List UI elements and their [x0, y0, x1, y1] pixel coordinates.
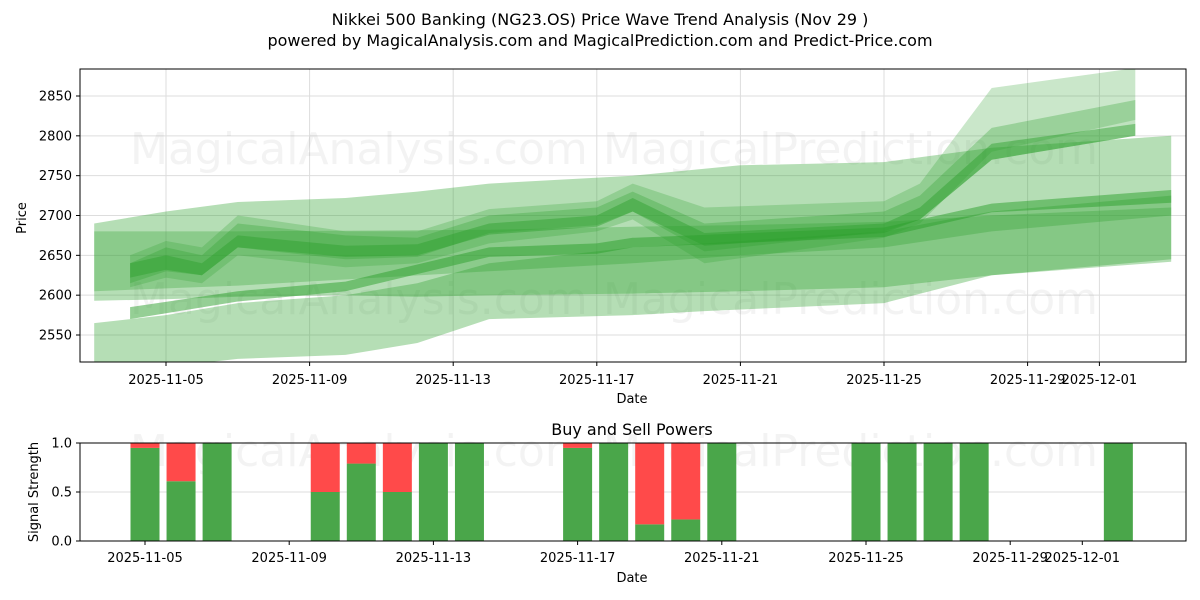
buy-bar — [924, 443, 953, 541]
price-x-axis: 2025-11-05 2025-11-09 2025-11-13 2025-11-17… — [128, 362, 1137, 388]
buy-bar — [599, 443, 628, 541]
signal-chart: Buy and Sell Powers MagicalAnalysis.com … — [27, 420, 1186, 586]
chart-canvas: MagicalAnalysis.com MagicalPrediction.co… — [0, 0, 1200, 600]
y-tick-label: 2700 — [39, 209, 72, 224]
signal-y-label: Signal Strength — [27, 442, 42, 542]
y-tick-label: 2800 — [39, 129, 72, 144]
x-tick-label: 2025-11-17 — [540, 551, 616, 566]
buy-bar — [383, 492, 412, 541]
buy-bar — [563, 448, 592, 541]
buy-bar — [888, 443, 917, 541]
sell-bar — [167, 443, 196, 481]
x-tick-label: 2025-11-13 — [415, 373, 491, 388]
price-x-label: Date — [616, 392, 647, 407]
watermark-text: MagicalAnalysis.com — [130, 124, 588, 175]
buy-bar — [671, 519, 700, 541]
price-y-label: Price — [15, 202, 30, 234]
sell-bar — [383, 443, 412, 492]
buy-bar — [419, 443, 448, 541]
x-tick-label: 2025-11-29 — [972, 551, 1048, 566]
x-tick-label: 2025-11-13 — [396, 551, 472, 566]
buy-bar — [131, 448, 160, 541]
signal-x-label: Date — [616, 571, 647, 586]
sell-bar — [635, 443, 664, 524]
buy-bar — [167, 481, 196, 541]
buy-bar — [203, 443, 232, 541]
buy-bar — [1104, 443, 1133, 541]
x-tick-label: 2025-11-09 — [272, 373, 348, 388]
sell-bar — [131, 443, 160, 448]
price-y-axis: 2550 2600 2650 2700 2750 2800 2850 — [39, 90, 80, 344]
x-tick-label: 2025-11-29 — [990, 373, 1066, 388]
y-tick-label: 1.0 — [51, 437, 72, 452]
y-tick-label: 2550 — [39, 329, 72, 344]
buy-bar — [852, 443, 881, 541]
sell-bar — [671, 443, 700, 519]
y-tick-label: 2600 — [39, 289, 72, 304]
y-tick-label: 0.5 — [51, 486, 72, 501]
y-tick-label: 2750 — [39, 169, 72, 184]
buy-bar — [455, 443, 484, 541]
sell-bar — [347, 443, 376, 464]
x-tick-label: 2025-11-25 — [846, 373, 922, 388]
x-tick-label: 2025-11-21 — [703, 373, 779, 388]
x-tick-label: 2025-11-05 — [128, 373, 204, 388]
buy-bar — [347, 464, 376, 541]
x-tick-label: 2025-11-17 — [559, 373, 635, 388]
buy-bar — [635, 524, 664, 541]
x-tick-label: 2025-12-01 — [1062, 373, 1138, 388]
signal-y-axis: 0.0 0.5 1.0 — [51, 437, 80, 550]
buy-bar — [707, 443, 736, 541]
x-tick-label: 2025-11-05 — [107, 551, 183, 566]
x-tick-label: 2025-12-01 — [1045, 551, 1121, 566]
signal-x-axis: 2025-11-05 2025-11-09 2025-11-13 2025-11-17… — [107, 541, 1120, 566]
y-tick-label: 0.0 — [51, 535, 72, 550]
sell-bar — [563, 443, 592, 448]
price-chart: MagicalAnalysis.com MagicalPrediction.co… — [15, 68, 1186, 407]
x-tick-label: 2025-11-25 — [828, 551, 904, 566]
x-tick-label: 2025-11-09 — [251, 551, 327, 566]
sell-bar — [311, 443, 340, 492]
price-wave-bands — [94, 68, 1171, 375]
y-tick-label: 2850 — [39, 90, 72, 105]
y-tick-label: 2650 — [39, 249, 72, 264]
buy-bar — [960, 443, 989, 541]
buy-bar — [311, 492, 340, 541]
x-tick-label: 2025-11-21 — [684, 551, 760, 566]
